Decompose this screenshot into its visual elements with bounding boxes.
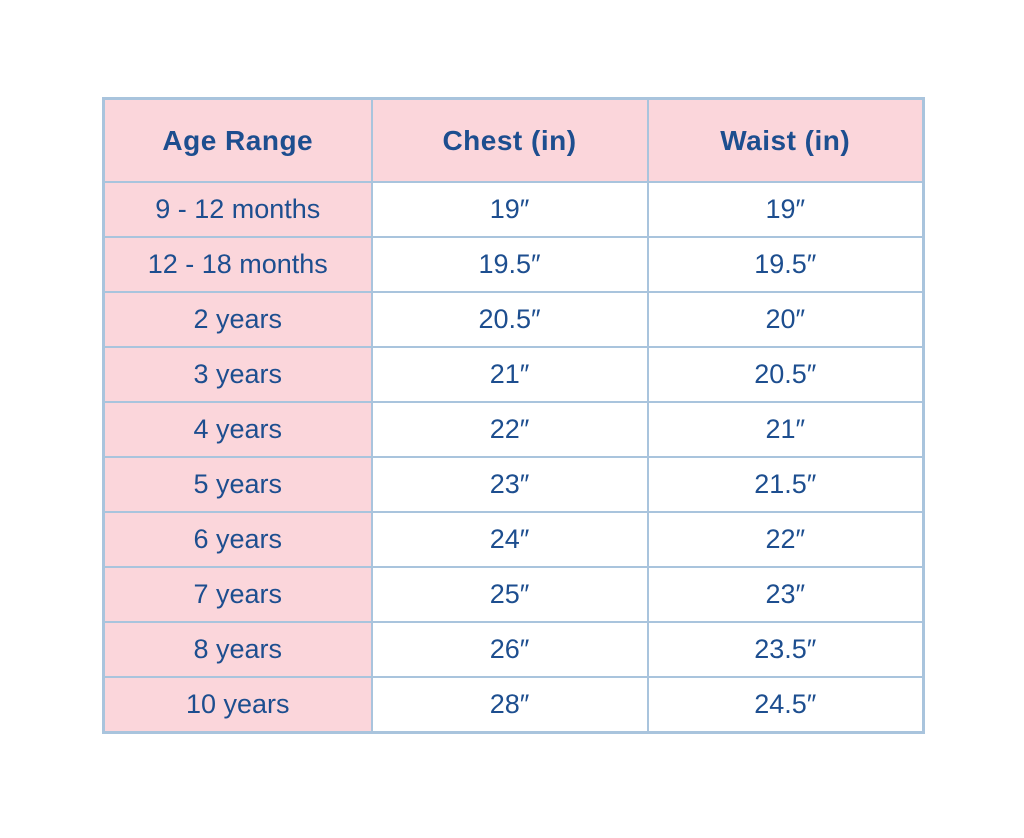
table-row: 12 - 18 months 19.5″ 19.5″ [102,236,925,293]
table-row: 5 years 23″ 21.5″ [102,456,925,513]
waist-cell: 19″ [646,181,925,238]
chest-cell: 20.5″ [370,291,649,348]
waist-cell: 21″ [646,401,925,458]
header-chest: Chest (in) [370,97,649,183]
age-cell: 2 years [102,291,373,348]
age-cell: 12 - 18 months [102,236,373,293]
chest-cell: 24″ [370,511,649,568]
waist-cell: 24.5″ [646,676,925,733]
header-age-range: Age Range [102,97,373,183]
waist-cell: 20″ [646,291,925,348]
table-row: 2 years 20.5″ 20″ [102,291,925,348]
table-row: 3 years 21″ 20.5″ [102,346,925,403]
chest-cell: 23″ [370,456,649,513]
age-cell: 6 years [102,511,373,568]
age-cell: 5 years [102,456,373,513]
waist-cell: 20.5″ [646,346,925,403]
age-cell: 8 years [102,621,373,678]
age-cell: 9 - 12 months [102,181,373,238]
waist-cell: 21.5″ [646,456,925,513]
table-row: 6 years 24″ 22″ [102,511,925,568]
size-chart-table: Age Range Chest (in) Waist (in) 9 - 12 m… [102,97,925,734]
chest-cell: 21″ [370,346,649,403]
waist-cell: 19.5″ [646,236,925,293]
table-row: 4 years 22″ 21″ [102,401,925,458]
age-cell: 3 years [102,346,373,403]
age-cell: 4 years [102,401,373,458]
table-row: 10 years 28″ 24.5″ [102,676,925,733]
chest-cell: 26″ [370,621,649,678]
chest-cell: 22″ [370,401,649,458]
chest-cell: 19.5″ [370,236,649,293]
table-row: 8 years 26″ 23.5″ [102,621,925,678]
age-cell: 10 years [102,676,373,733]
age-cell: 7 years [102,566,373,623]
table-row: 7 years 25″ 23″ [102,566,925,623]
table-row: 9 - 12 months 19″ 19″ [102,181,925,238]
waist-cell: 23.5″ [646,621,925,678]
chest-cell: 25″ [370,566,649,623]
chest-cell: 28″ [370,676,649,733]
chest-cell: 19″ [370,181,649,238]
header-row: Age Range Chest (in) Waist (in) [102,97,925,183]
waist-cell: 22″ [646,511,925,568]
header-waist: Waist (in) [646,97,925,183]
waist-cell: 23″ [646,566,925,623]
